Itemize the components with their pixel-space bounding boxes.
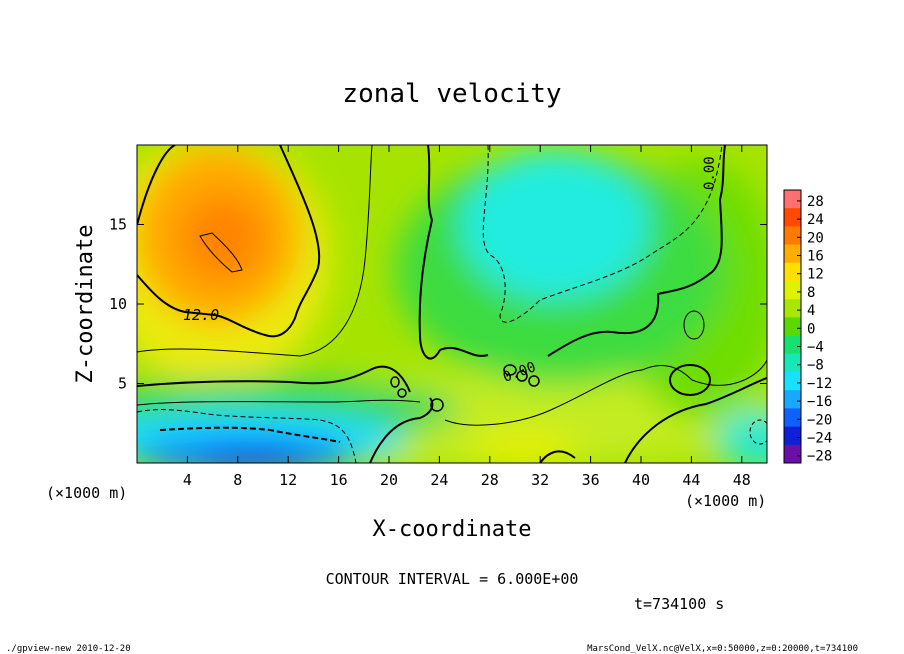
contour-label-0-top: 0.00 (702, 156, 718, 190)
contour-small-loop-5 (528, 375, 540, 387)
y-axis: 5 10 15 (109, 216, 767, 393)
colorbar-label: 20 (807, 230, 824, 246)
colorbar-label: −24 (807, 431, 832, 447)
x-tick-label: 16 (330, 471, 348, 489)
colorbar: 28 24 20 16 12 8 4 0 −4 −8 −12 −16 −20 −24 −28 (783, 189, 832, 465)
field-yellow-bottom (470, 432, 580, 463)
colorbar-label: −8 (807, 358, 824, 374)
contour-lines (137, 145, 767, 463)
contour-small-loop-8 (430, 398, 444, 412)
colorbar-label: 28 (807, 194, 824, 210)
x-tick-label: 44 (682, 471, 700, 489)
x-tick-label: 24 (430, 471, 448, 489)
contour-0-right (547, 145, 726, 357)
colorbar-swatch (784, 281, 801, 300)
colorbar-swatch (784, 190, 801, 209)
y-tick-label: 5 (118, 375, 127, 393)
contour-small-loop-2 (669, 364, 711, 396)
colorbar-label: 12 (807, 267, 824, 283)
filled-contours (137, 145, 767, 463)
x-unit-right: (×1000 m) (685, 492, 766, 510)
y-tick-label: 10 (109, 295, 127, 313)
y-tick-label: 15 (109, 216, 127, 234)
colorbar-swatch (784, 426, 801, 446)
colorbar-swatch (784, 262, 801, 282)
x-tick-label: 28 (481, 471, 499, 489)
colorbar-swatch (784, 390, 801, 409)
contour-0-center (418, 145, 489, 360)
field-dark-orange-core (180, 196, 264, 280)
field-darkblue-lower (200, 452, 310, 463)
field-cyan-upper (460, 150, 650, 300)
plot-area: 12.0 0.00 0.00 (137, 145, 767, 463)
colorbar-swatch (784, 208, 801, 227)
y-axis-label: Z-coordinate (73, 225, 98, 384)
x-tick-label: 40 (632, 471, 650, 489)
contour-small-loop-3 (503, 364, 517, 376)
chart-title: zonal velocity (342, 79, 561, 109)
colorbar-label: 8 (807, 285, 815, 301)
colorbar-label: 24 (807, 212, 824, 228)
contour-small-loop-4 (516, 370, 528, 382)
field-cyan-bottom-right (715, 410, 767, 463)
contour-12 (137, 145, 321, 338)
contour-label-12: 12.0 (183, 306, 219, 324)
time-note: t=734100 s (634, 595, 724, 613)
x-tick-label: 48 (733, 471, 751, 489)
contour-minus12 (159, 426, 341, 443)
colorbar-label: 16 (807, 249, 824, 265)
contour-minus6-upper (482, 145, 723, 323)
contour-0-bottom (369, 377, 767, 463)
colorbar-label: −12 (807, 376, 832, 392)
colorbar-swatch (784, 226, 801, 245)
contour-interval-note: CONTOUR INTERVAL = 6.000E+00 (326, 570, 579, 588)
colorbar-label: −28 (807, 449, 832, 465)
contour-0-lower (137, 365, 411, 393)
footer-left: ./gpview-new 2010-12-20 (6, 644, 131, 654)
x-axis: 4 8 12 16 20 24 28 32 36 40 44 48 (183, 145, 751, 489)
x-tick-label: 32 (531, 471, 549, 489)
colorbar-swatch (784, 444, 801, 464)
x-tick-label: 20 (380, 471, 398, 489)
colorbar-label: 4 (807, 303, 815, 319)
colorbar-swatch (784, 335, 801, 355)
colorbar-label: 0 (807, 321, 815, 337)
colorbar-frame (783, 189, 802, 464)
x-tick-label: 12 (279, 471, 297, 489)
x-axis-label: X-coordinate (373, 517, 532, 542)
x-unit-left: (×1000 m) (46, 484, 127, 502)
contour-small-loop-9 (749, 419, 767, 445)
x-tick-label: 36 (582, 471, 600, 489)
colorbar-label: −4 (807, 340, 824, 356)
contour-minus6-lower (137, 409, 357, 463)
contour-small-loop-6 (390, 376, 400, 388)
field-blue-lower (137, 435, 355, 463)
colorbar-label: −20 (807, 412, 832, 428)
colorbar-swatch (784, 299, 801, 318)
colorbar-swatch (784, 408, 801, 427)
contour-small-loop-1 (683, 310, 705, 340)
contour-6-lower (137, 359, 767, 426)
colorbar-label: −16 (807, 394, 832, 410)
contour-18 (199, 232, 243, 273)
colorbar-swatch (784, 353, 801, 373)
x-tick-label: 4 (183, 471, 192, 489)
contour-small-loop-7 (397, 388, 407, 398)
colorbar-swatch (784, 317, 801, 336)
footer-right: MarsCond_VelX.nc@VelX,x=0:50000,z=0:2000… (587, 644, 858, 654)
x-tick-label: 8 (233, 471, 242, 489)
colorbar-swatch (784, 244, 801, 264)
colorbar-swatch (784, 372, 801, 391)
contour-6 (137, 145, 373, 357)
